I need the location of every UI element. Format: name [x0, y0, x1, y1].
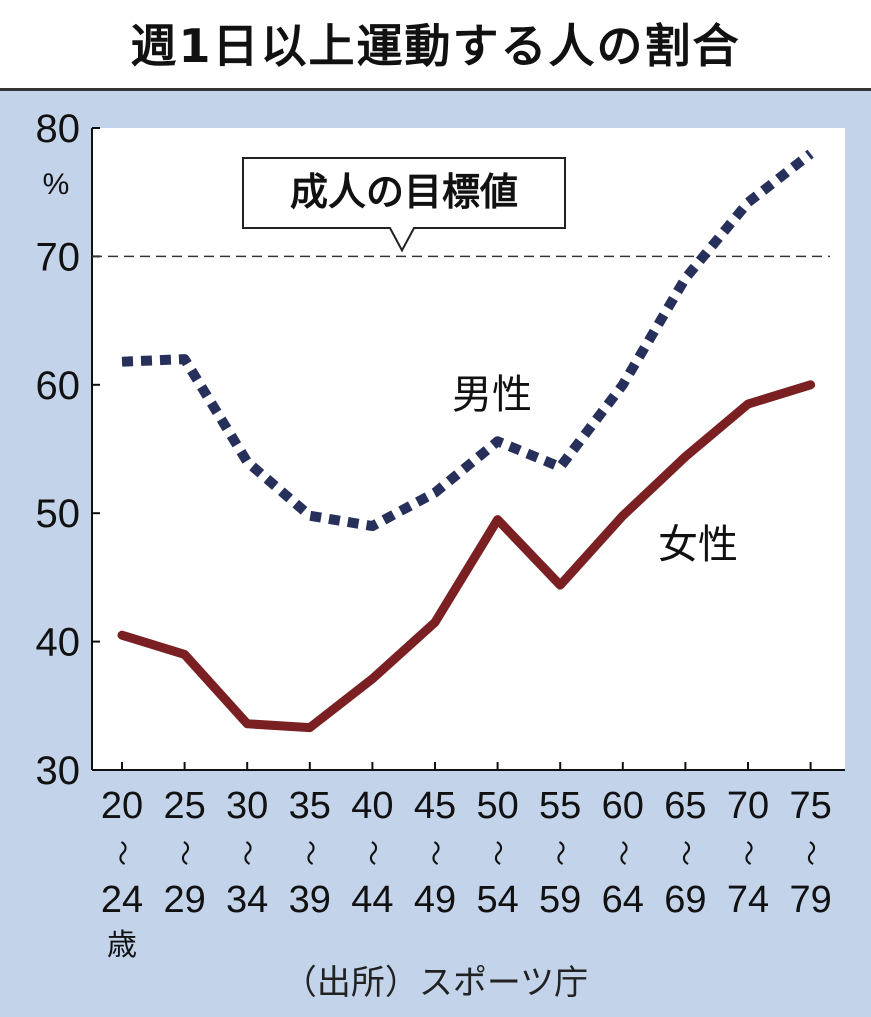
x-tick-label-from: 40 [351, 785, 393, 827]
x-tick-label-from: 45 [414, 785, 456, 827]
x-tick-separator: 〜 [796, 840, 826, 866]
x-tick-label-from: 70 [727, 785, 769, 827]
x-tick-label-to: 24 [101, 879, 143, 921]
x-tick-label-from: 35 [289, 785, 331, 827]
x-tick-label-to: 29 [163, 879, 205, 921]
y-tick-label: 60 [36, 364, 81, 408]
x-tick-label-to: 34 [226, 879, 268, 921]
x-tick-label-to: 39 [289, 879, 331, 921]
x-tick-label-from: 55 [539, 785, 581, 827]
series-line-male [121, 149, 814, 532]
x-tick-label-to: 54 [476, 879, 518, 921]
x-tick-separator: 〜 [483, 840, 513, 866]
x-tick-separator: 〜 [295, 840, 325, 866]
x-tick-label-from: 75 [789, 785, 831, 827]
x-tick-label-from: 30 [226, 785, 268, 827]
chart-title: 週1日以上運動する人の割合 [130, 19, 741, 73]
x-tick-label-from: 25 [163, 785, 205, 827]
x-tick-separator: 〜 [608, 840, 638, 866]
y-tick-label: 30 [36, 749, 81, 793]
x-tick-label-from: 50 [476, 785, 518, 827]
y-tick-label: 40 [36, 621, 81, 665]
x-tick-label-from: 60 [602, 785, 644, 827]
x-tick-label-to: 69 [664, 879, 706, 921]
x-tick-separator: 〜 [232, 840, 262, 866]
x-tick-label-to: 49 [414, 879, 456, 921]
series-label-female: 女性 [658, 523, 738, 567]
x-tick-separator: 〜 [670, 840, 700, 866]
x-tick-separator: 〜 [733, 840, 763, 866]
y-tick-label: 80 [36, 107, 81, 151]
plot-area [92, 128, 845, 770]
y-tick-label: 50 [36, 492, 81, 536]
series-line-female [117, 380, 816, 733]
x-tick-label-to: 74 [727, 879, 769, 921]
x-tick-separator: 〜 [107, 840, 137, 866]
title-bar: 週1日以上運動する人の割合 [0, 0, 871, 91]
x-tick-label-to: 64 [602, 879, 644, 921]
y-tick-label: 70 [36, 235, 81, 279]
x-tick-separator: 〜 [170, 840, 200, 866]
x-tick-label-to: 79 [789, 879, 831, 921]
x-tick-label-from: 65 [664, 785, 706, 827]
source-note: （出所）スポーツ庁 [282, 963, 589, 1003]
x-tick-label-from: 20 [101, 785, 143, 827]
target-callout-label: 成人の目標値 [290, 172, 518, 214]
target-callout [242, 157, 566, 253]
x-tick-separator: 〜 [420, 840, 450, 866]
x-tick-separator: 〜 [545, 840, 575, 866]
x-tick-separator: 〜 [357, 840, 387, 866]
x-tick-label-to: 59 [539, 879, 581, 921]
y-unit-label: % [43, 168, 70, 201]
x-unit-label: 歳 [107, 929, 137, 962]
x-tick-label-to: 44 [351, 879, 393, 921]
series-label-male: 男性 [452, 373, 532, 417]
